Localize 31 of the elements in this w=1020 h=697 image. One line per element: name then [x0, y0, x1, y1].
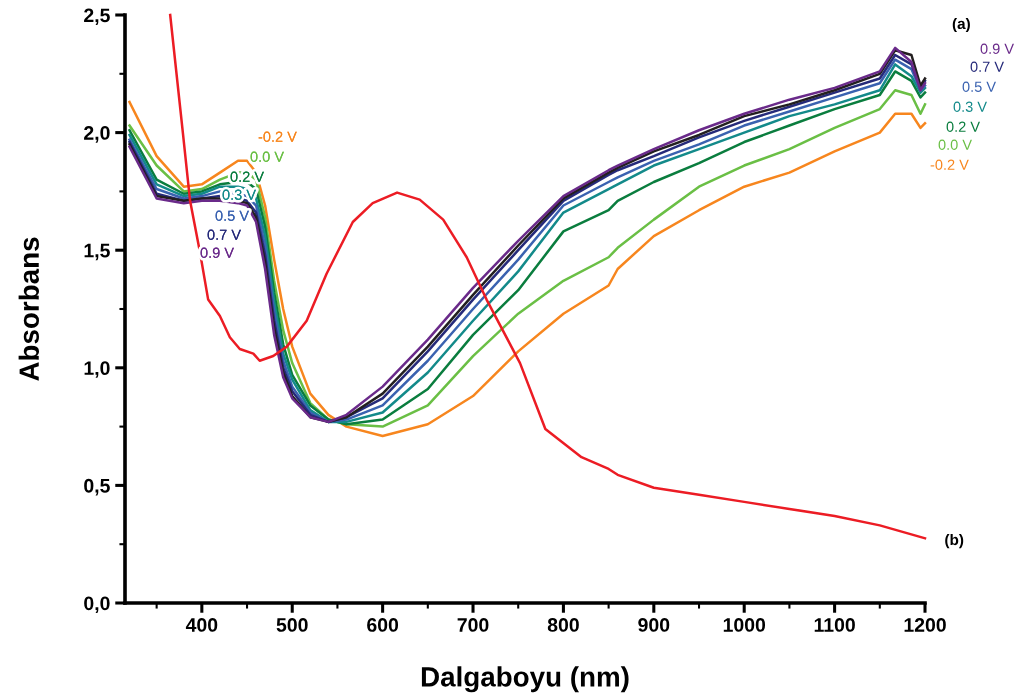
- y-tick-label: 2,0: [84, 126, 110, 143]
- y-tick-label: 0,5: [84, 478, 110, 496]
- x-tick-label: 600: [367, 618, 399, 632]
- x-tick-label: 700: [457, 618, 489, 632]
- x-tick-label: 900: [638, 618, 670, 632]
- x-axis-title: Dalgaboyu (nm): [421, 666, 629, 693]
- x-tick-label: 500: [276, 618, 308, 632]
- x-tick-label: 400: [185, 618, 218, 632]
- text: 0.3 V: [953, 101, 987, 112]
- x-tick-label: 1200: [904, 618, 946, 632]
- series-label: 0.5 V: [215, 210, 249, 221]
- x-tick-label: 1000: [723, 618, 766, 632]
- text: 0.7 V: [970, 61, 1004, 72]
- x-tick-label: 1100: [814, 618, 855, 632]
- series-label: 0.0 V: [250, 151, 284, 162]
- y-tick-label: 1,5: [84, 243, 110, 261]
- text: (a): [952, 17, 970, 33]
- series-label: (b): [945, 533, 964, 549]
- text: 0.0 V: [938, 139, 972, 150]
- series-label: 0.7 V: [207, 229, 241, 240]
- y-tick-label: 1,0: [84, 361, 110, 378]
- y-axis-title: Absorbans: [18, 237, 40, 381]
- text: 0.9 V: [980, 43, 1014, 54]
- text: 0.5 V: [962, 81, 996, 92]
- series-label: 0.3 V: [222, 189, 256, 200]
- text: 0.2 V: [946, 121, 980, 132]
- y-tick-label: 0,0: [84, 596, 110, 614]
- y-tick-label: 2,5: [84, 8, 110, 26]
- series-label: -0.2 V: [258, 131, 297, 142]
- x-tick-label: 800: [547, 618, 579, 632]
- text: -0.2 V: [930, 159, 969, 170]
